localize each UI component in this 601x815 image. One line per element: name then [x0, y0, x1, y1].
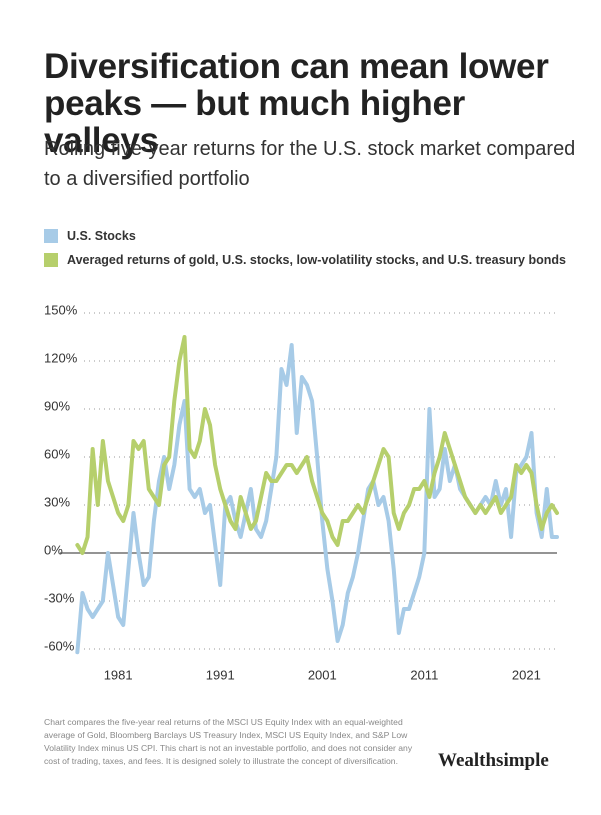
chart: -60% -30% 0% 30% 60% 90% 120% 150% 1981 1991 2001 2… — [44, 302, 559, 682]
y-tick-label: -30% — [44, 590, 75, 605]
legend: U.S. Stocks Averaged returns of gold, U.S… — [44, 224, 566, 272]
legend-label: U.S. Stocks — [67, 229, 136, 243]
y-tick-label: -60% — [44, 638, 75, 653]
y-tick-label: 0% — [44, 542, 63, 557]
x-tick-label: 1981 — [104, 667, 133, 682]
legend-label: Averaged returns of gold, U.S. stocks, l… — [67, 253, 566, 267]
x-tick-label: 2011 — [410, 667, 438, 682]
x-tick-label: 2021 — [512, 667, 541, 682]
legend-swatch — [44, 253, 58, 267]
y-tick-label: 120% — [44, 350, 78, 365]
legend-item: U.S. Stocks — [44, 224, 566, 248]
series-line — [75, 335, 559, 555]
legend-swatch — [44, 229, 58, 243]
legend-item: Averaged returns of gold, U.S. stocks, l… — [44, 248, 566, 272]
x-tick-label: 2001 — [308, 667, 337, 682]
y-tick-label: 90% — [44, 398, 70, 413]
title: Diversification can mean lower peaks — b… — [44, 47, 549, 160]
x-tick-label: 1991 — [206, 667, 235, 682]
subtitle: Rolling five-year returns for the U.S. s… — [44, 138, 576, 190]
y-tick-label: 60% — [44, 446, 70, 461]
y-tick-label: 150% — [44, 302, 78, 317]
brand-logo: Wealthsimple — [438, 750, 549, 771]
footnote: Chart compares the five-year real return… — [44, 717, 413, 766]
y-tick-label: 30% — [44, 494, 70, 509]
